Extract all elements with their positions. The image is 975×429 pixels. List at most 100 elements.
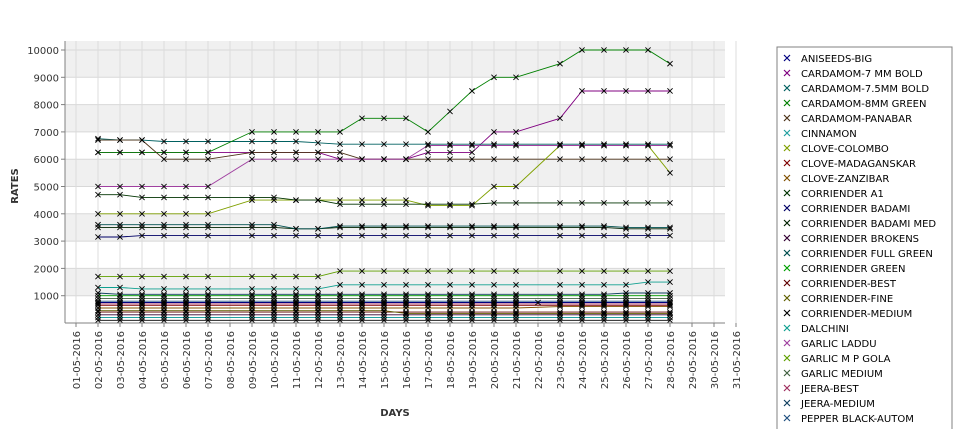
data-point-marker — [183, 232, 189, 239]
data-point-marker — [205, 300, 211, 307]
legend-label: CORRIENDER-MEDIUM — [801, 309, 912, 320]
data-point-marker — [447, 310, 453, 317]
data-point-marker — [623, 47, 629, 53]
data-point-marker — [623, 142, 629, 149]
legend-label: CORRIENDER BADAMI MED — [801, 219, 936, 230]
legend-label: CORRIENDER BADAMI — [801, 204, 910, 215]
data-point-marker — [315, 309, 321, 315]
plot-band — [65, 41, 725, 78]
legend-label: DALCHINI — [801, 324, 849, 335]
data-point-marker — [513, 309, 519, 315]
data-point-marker — [491, 199, 497, 206]
data-point-marker — [667, 292, 673, 299]
data-point-marker — [139, 273, 145, 280]
data-point-marker — [249, 221, 255, 228]
data-point-marker — [623, 156, 629, 163]
data-point-marker — [667, 309, 673, 315]
data-point-marker — [403, 223, 409, 230]
data-point-marker — [161, 285, 167, 292]
data-point-marker — [557, 268, 563, 275]
data-point-marker — [579, 156, 585, 163]
data-point-marker — [95, 210, 101, 217]
data-point-marker — [513, 310, 519, 317]
data-point-marker — [469, 311, 475, 318]
data-point-marker — [447, 311, 453, 318]
data-point-marker — [381, 298, 387, 305]
data-point-marker — [337, 156, 343, 163]
data-point-marker — [557, 156, 563, 163]
data-point-marker — [491, 317, 497, 324]
data-point-marker — [667, 279, 673, 285]
data-point-marker — [161, 232, 167, 239]
y-tick-label: 4000 — [34, 210, 59, 221]
data-point-marker — [557, 142, 563, 149]
x-tick-label: 11-05-2016 — [292, 331, 303, 389]
data-point-marker — [205, 298, 211, 305]
x-tick-label: 24-05-2016 — [578, 331, 589, 389]
data-point-marker — [381, 224, 387, 231]
data-point-marker — [469, 141, 475, 148]
data-point-marker — [161, 149, 167, 156]
x-tick-label: 25-05-2016 — [600, 331, 611, 389]
data-point-marker — [447, 292, 453, 299]
data-point-marker — [271, 298, 277, 305]
data-point-marker — [293, 138, 299, 145]
data-point-marker — [579, 141, 585, 148]
data-point-marker — [271, 291, 277, 298]
legend-label: CORRIENDER-BEST — [801, 279, 897, 290]
data-point-marker — [117, 291, 123, 298]
data-point-marker — [601, 156, 607, 163]
data-point-marker — [249, 232, 255, 239]
data-point-marker — [601, 310, 607, 317]
data-point-marker — [161, 221, 167, 228]
data-point-marker — [183, 210, 189, 217]
data-point-marker — [183, 221, 189, 228]
data-point-marker — [469, 317, 475, 324]
x-tick-label: 29-05-2016 — [688, 331, 699, 389]
data-point-marker — [623, 88, 629, 94]
data-point-marker — [645, 47, 651, 53]
x-tick-label: 14-05-2016 — [358, 331, 369, 389]
data-point-marker — [293, 285, 299, 292]
data-point-marker — [667, 232, 673, 239]
data-point-marker — [623, 290, 629, 296]
data-point-marker — [205, 273, 211, 280]
data-point-marker — [601, 199, 607, 206]
data-point-marker — [425, 201, 431, 208]
legend-label: CORRIENDER FULL GREEN — [801, 249, 933, 260]
legend-label: CARDAMOM-7.5MM BOLD — [801, 84, 929, 95]
data-point-marker — [337, 201, 343, 208]
data-point-marker — [359, 307, 365, 314]
data-point-marker — [469, 291, 475, 298]
data-point-marker — [205, 210, 211, 217]
data-point-marker — [425, 224, 431, 231]
data-point-marker — [293, 317, 299, 324]
x-tick-label: 07-05-2016 — [204, 331, 215, 389]
data-point-marker — [359, 300, 365, 307]
data-point-marker — [293, 314, 299, 321]
data-point-marker — [161, 156, 167, 163]
data-point-marker — [623, 309, 629, 315]
legend-marker — [783, 324, 791, 332]
data-point-marker — [601, 300, 607, 307]
data-point-marker — [337, 292, 343, 299]
data-point-marker — [139, 285, 145, 292]
data-point-marker — [623, 295, 629, 302]
data-point-marker — [579, 281, 585, 288]
x-tick-label: 27-05-2016 — [644, 331, 655, 389]
data-point-marker — [403, 201, 409, 208]
data-point-marker — [513, 128, 519, 135]
data-point-marker — [513, 317, 519, 324]
x-tick-label: 19-05-2016 — [468, 331, 479, 389]
data-point-marker — [95, 317, 101, 324]
data-point-marker — [271, 317, 277, 324]
legend-marker — [783, 384, 791, 392]
data-point-marker — [491, 74, 497, 81]
data-point-marker — [95, 292, 101, 299]
data-point-marker — [205, 317, 211, 324]
x-axis-ticks: 01-05-2016 02-05-2016 03-05-2016 04-05-2016… — [72, 323, 743, 389]
data-point-marker — [249, 292, 255, 299]
data-point-marker — [117, 309, 123, 315]
legend-marker — [783, 84, 791, 92]
data-point-marker — [667, 60, 673, 67]
